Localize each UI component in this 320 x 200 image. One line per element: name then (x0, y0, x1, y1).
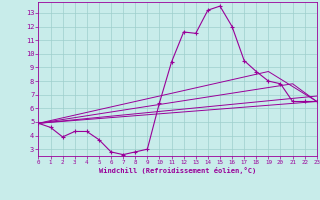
X-axis label: Windchill (Refroidissement éolien,°C): Windchill (Refroidissement éolien,°C) (99, 167, 256, 174)
